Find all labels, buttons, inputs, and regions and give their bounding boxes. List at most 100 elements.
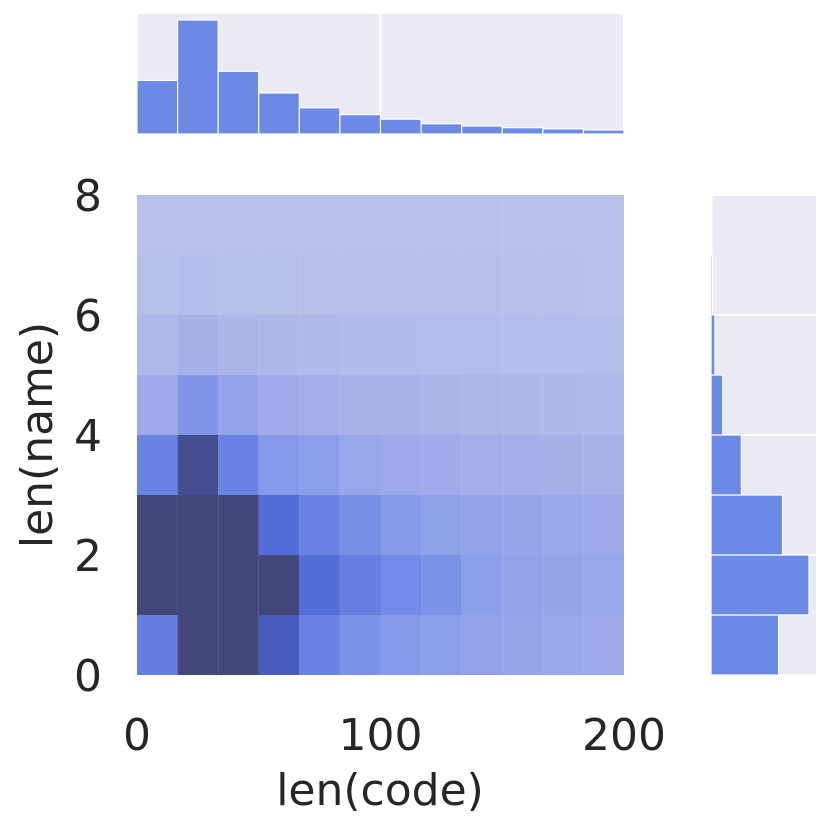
heatmap-cell: [339, 255, 381, 315]
heatmap-cell: [177, 435, 219, 495]
marginal-y-bar: [710, 194, 713, 256]
heatmap-cell: [299, 255, 340, 315]
heatmap-cell: [380, 375, 422, 435]
heatmap-cell: [583, 315, 624, 375]
heatmap-cell: [299, 435, 340, 495]
heatmap-cell: [299, 195, 340, 255]
x-tick-label: 200: [582, 710, 666, 761]
heatmap-cell: [421, 555, 462, 615]
marginal-x-bar: [582, 129, 625, 135]
marginal-x-bar: [542, 128, 585, 135]
heatmap-cell: [542, 195, 584, 255]
heatmap-cells: [137, 195, 624, 675]
heatmap-cell: [380, 615, 422, 675]
heatmap-cell: [380, 495, 422, 555]
heatmap-cell: [542, 435, 584, 495]
y-tick-label: 0: [74, 651, 102, 702]
heatmap-cell: [299, 615, 340, 675]
y-tick-label: 6: [74, 291, 102, 342]
heatmap-cell: [299, 495, 340, 555]
heatmap-cell: [461, 315, 503, 375]
heatmap-cell: [380, 435, 422, 495]
x-tick-label: 0: [123, 710, 151, 761]
marginal-y-bars: [710, 194, 810, 676]
heatmap-cell: [380, 555, 422, 615]
heatmap-cell: [218, 615, 259, 675]
x-tick-labels: 0 100 200: [123, 710, 666, 761]
x-axis-label: len(code): [276, 765, 484, 816]
heatmap-cell: [502, 495, 543, 555]
marginal-x-bar: [420, 123, 463, 135]
heatmap-cell: [177, 495, 219, 555]
heatmap-cell: [258, 375, 300, 435]
heatmap-cell: [218, 255, 259, 315]
heatmap-cell: [583, 375, 624, 435]
heatmap-cell: [137, 435, 178, 495]
heatmap-cell: [218, 315, 259, 375]
heatmap-cell: [421, 255, 462, 315]
marginal-x-bars: [136, 19, 625, 135]
heatmap-cell: [137, 315, 178, 375]
heatmap-cell: [137, 375, 178, 435]
heatmap-cell: [339, 315, 381, 375]
heatmap-cell: [339, 435, 381, 495]
heatmap-cell: [258, 495, 300, 555]
heatmap-cell: [380, 315, 422, 375]
heatmap-cell: [218, 555, 259, 615]
heatmap-cell: [583, 555, 624, 615]
heatmap-cell: [502, 615, 543, 675]
y-tick-labels: 0 2 4 6 8: [74, 171, 102, 702]
heatmap-cell: [299, 315, 340, 375]
heatmap-cell: [258, 555, 300, 615]
heatmap-cell: [218, 435, 259, 495]
y-tick-label: 2: [74, 531, 102, 582]
heatmap-cell: [542, 255, 584, 315]
heatmap-cell: [461, 255, 503, 315]
heatmap-cell: [218, 195, 259, 255]
marginal-x-bar: [176, 19, 219, 135]
heatmap-cell: [339, 195, 381, 255]
heatmap-cell: [299, 375, 340, 435]
heatmap-cell: [542, 615, 584, 675]
heatmap-cell: [218, 375, 259, 435]
marginal-y-bar: [710, 554, 810, 616]
heatmap-cell: [583, 255, 624, 315]
heatmap-cell: [421, 615, 462, 675]
heatmap-cell: [421, 315, 462, 375]
heatmap-cell: [339, 555, 381, 615]
heatmap-cell: [502, 435, 543, 495]
marginal-y-bar: [710, 374, 724, 436]
heatmap-cell: [461, 555, 503, 615]
heatmap-cell: [461, 495, 503, 555]
heatmap-cell: [177, 375, 219, 435]
heatmap-cell: [502, 195, 543, 255]
heatmap-cell: [502, 375, 543, 435]
heatmap-cell: [502, 315, 543, 375]
heatmap-cell: [461, 615, 503, 675]
heatmap-cell: [339, 495, 381, 555]
heatmap-cell: [461, 195, 503, 255]
heatmap-cell: [542, 495, 584, 555]
heatmap-cell: [258, 315, 300, 375]
marginal-x-bar: [217, 70, 260, 135]
heatmap-cell: [218, 495, 259, 555]
heatmap-cell: [421, 435, 462, 495]
marginal-x-bar: [258, 92, 300, 135]
heatmap-cell: [258, 255, 300, 315]
y-axis-label: len(name): [12, 322, 63, 548]
heatmap-cell: [299, 555, 340, 615]
marginal-x-bar: [379, 118, 422, 135]
heatmap-cell: [177, 555, 219, 615]
heatmap-cell: [177, 255, 219, 315]
heatmap-cell: [421, 375, 462, 435]
heatmap-cell: [137, 195, 178, 255]
heatmap-cell: [583, 435, 624, 495]
heatmap-cell: [137, 255, 178, 315]
heatmap-cell: [137, 495, 178, 555]
y-tick-label: 8: [74, 171, 102, 222]
marginal-x-bar: [136, 79, 179, 135]
marginal-y-bar: [710, 254, 714, 316]
heatmap-cell: [380, 255, 422, 315]
heatmap-cell: [421, 495, 462, 555]
